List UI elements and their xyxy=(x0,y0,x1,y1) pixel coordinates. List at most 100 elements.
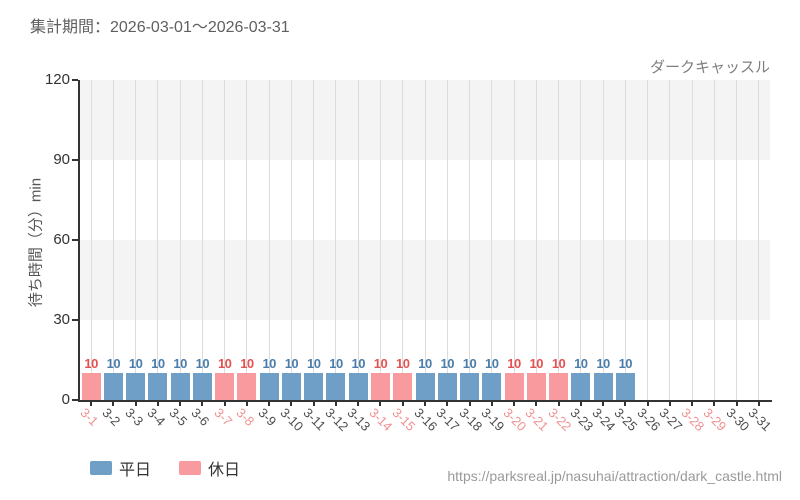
x-tick xyxy=(156,402,159,406)
bar-value-3-16: 10 xyxy=(418,356,432,371)
x-tick xyxy=(90,402,93,406)
bar-value-3-23: 10 xyxy=(574,356,588,371)
bar-value-3-1: 10 xyxy=(84,356,98,371)
vertical-gridline xyxy=(201,80,203,400)
x-tick xyxy=(357,402,360,406)
vertical-gridline xyxy=(313,80,315,400)
bar-value-3-15: 10 xyxy=(396,356,410,371)
bar-3-4 xyxy=(148,373,168,400)
bar-3-1 xyxy=(81,373,101,400)
bar-3-18 xyxy=(460,373,480,400)
x-tick xyxy=(112,402,115,406)
x-tick-label-3-7: 3-7 xyxy=(211,405,235,429)
bar-3-10 xyxy=(281,373,301,400)
bar-3-23 xyxy=(571,373,591,400)
x-tick-label-3-28: 3-28 xyxy=(678,405,708,435)
bar-value-3-25: 10 xyxy=(618,356,633,371)
weekday-legend-swatch xyxy=(90,461,112,475)
plot-area xyxy=(80,80,770,400)
vertical-gridline xyxy=(713,80,715,400)
bar-value-3-13: 10 xyxy=(351,356,365,371)
vertical-gridline xyxy=(624,80,626,400)
x-tick xyxy=(201,402,204,406)
bar-3-12 xyxy=(326,373,346,400)
bar-3-15 xyxy=(393,373,413,400)
x-tick-label-3-15: 3-15 xyxy=(389,405,419,435)
vertical-gridline xyxy=(602,80,604,400)
x-tick xyxy=(579,402,582,406)
x-tick xyxy=(490,402,493,406)
legend-item-holiday: 休日 xyxy=(179,456,240,480)
vertical-gridline xyxy=(669,80,671,400)
legend: 平日 休日 xyxy=(90,456,240,480)
bar-value-3-11: 10 xyxy=(306,356,321,371)
bar-3-17 xyxy=(437,373,457,400)
bar-3-24 xyxy=(593,373,613,400)
y-tick-label: 90 xyxy=(53,151,70,168)
x-tick-label-3-11: 3-11 xyxy=(300,405,329,434)
x-tick-label-3-19: 3-19 xyxy=(478,405,508,435)
bar-value-3-9: 10 xyxy=(262,356,276,371)
x-tick-label-3-13: 3-13 xyxy=(344,405,374,435)
vertical-gridline xyxy=(469,80,471,400)
x-tick-label-3-20: 3-20 xyxy=(500,405,530,435)
vertical-gridline xyxy=(446,80,448,400)
vertical-gridline xyxy=(224,80,226,400)
x-tick-label-3-8: 3-8 xyxy=(233,405,258,429)
vertical-gridline xyxy=(112,80,114,400)
y-tick xyxy=(72,79,78,81)
x-tick-label-3-3: 3-3 xyxy=(122,405,146,429)
x-tick-label-3-5: 3-5 xyxy=(166,405,191,429)
x-tick xyxy=(424,402,426,406)
vertical-gridline xyxy=(513,80,515,400)
x-tick xyxy=(646,402,649,406)
vertical-gridline xyxy=(135,80,137,400)
bar-value-3-17: 10 xyxy=(440,356,455,371)
x-tick-label-3-17: 3-17 xyxy=(433,405,463,435)
x-tick-label-3-14: 3-14 xyxy=(366,405,396,435)
x-tick-label-3-30: 3-30 xyxy=(723,405,753,435)
x-tick-label-3-21: 3-21 xyxy=(522,405,552,435)
x-tick xyxy=(245,402,248,406)
x-tick-label-3-31: 3-31 xyxy=(745,405,775,435)
x-tick xyxy=(535,402,538,406)
y-axis-spine xyxy=(78,80,80,402)
vertical-gridline xyxy=(290,80,292,400)
bar-value-3-22: 10 xyxy=(551,356,566,371)
holiday-legend-label: 休日 xyxy=(208,462,241,479)
vertical-gridline xyxy=(758,80,760,400)
vertical-gridline xyxy=(90,80,92,400)
y-tick-label: 0 xyxy=(61,391,70,408)
x-tick-label-3-1: 3-1 xyxy=(77,405,102,429)
x-tick xyxy=(179,402,182,406)
x-tick xyxy=(513,402,516,406)
x-tick xyxy=(312,402,315,406)
bar-value-3-5: 10 xyxy=(173,356,187,371)
bar-3-5 xyxy=(170,373,190,400)
x-tick-label-3-23: 3-23 xyxy=(567,405,597,435)
vertical-gridline xyxy=(691,80,693,400)
x-tick xyxy=(334,402,337,406)
bar-3-3 xyxy=(126,373,146,400)
x-tick xyxy=(468,402,471,406)
x-tick-label-3-12: 3-12 xyxy=(322,405,352,435)
x-tick xyxy=(290,402,293,406)
bar-3-14 xyxy=(370,373,390,400)
y-tick-label: 120 xyxy=(44,71,70,88)
x-tick xyxy=(602,402,605,406)
source-url: https://parksreal.jp/nasuhai/attraction/… xyxy=(447,468,782,484)
y-tick xyxy=(72,399,78,401)
x-tick-label-3-9: 3-9 xyxy=(255,405,280,429)
x-tick-label-3-27: 3-27 xyxy=(656,405,686,435)
period-label: 集計期間：2026-03-01〜2026-03-31 xyxy=(30,19,290,36)
x-tick-label-3-25: 3-25 xyxy=(611,405,641,435)
bar-3-25 xyxy=(615,373,635,400)
vertical-gridline xyxy=(491,80,493,400)
bar-3-16 xyxy=(415,373,435,400)
bar-value-3-8: 10 xyxy=(240,356,254,371)
x-tick-label-3-24: 3-24 xyxy=(589,405,619,435)
bar-value-3-21: 10 xyxy=(529,356,544,371)
x-tick-label-3-6: 3-6 xyxy=(188,405,213,429)
x-axis-spine xyxy=(78,400,772,402)
